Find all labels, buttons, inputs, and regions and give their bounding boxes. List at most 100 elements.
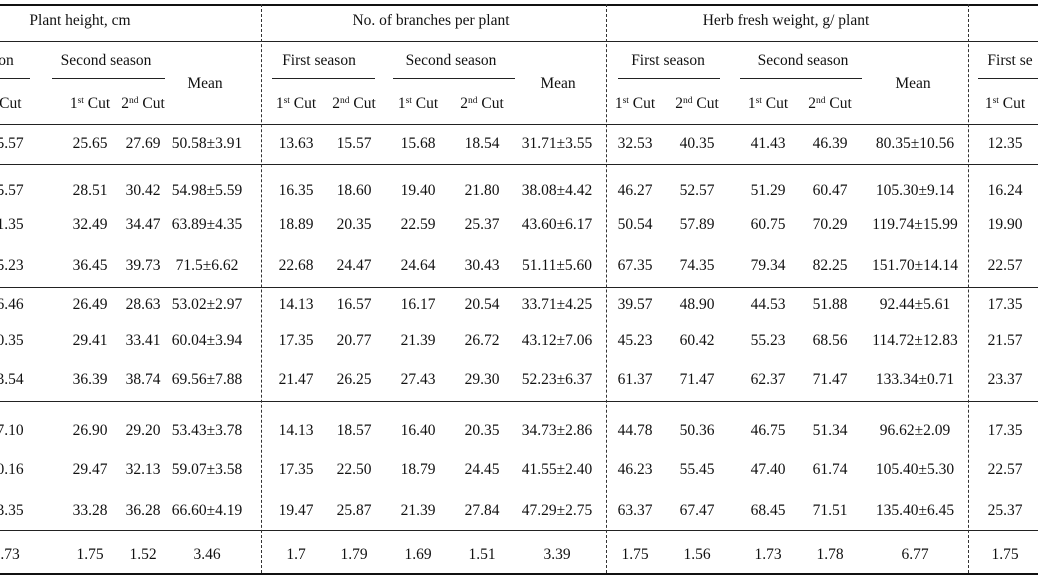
table-cell: 46.23 <box>617 461 653 478</box>
table-cell: 43.60±6.17 <box>521 216 593 233</box>
cut-header: 1st Cut <box>748 95 788 113</box>
table-cell: 25.37 <box>464 216 500 233</box>
table-cell: 135.40±6.45 <box>875 502 955 519</box>
table-cell: 21.47 <box>278 371 314 388</box>
cut-suffix: nd <box>815 96 826 106</box>
table-cell: 1.7 <box>286 546 306 563</box>
table-cell: 15.57 <box>336 135 372 152</box>
table-rule <box>0 78 30 79</box>
cut-word: Cut <box>0 95 22 112</box>
cut-suffix: st <box>405 96 412 106</box>
cut-header: 2nd Cut <box>808 95 852 113</box>
table-cell: 6.77 <box>901 546 929 563</box>
table-cell: 1.75 <box>621 546 649 563</box>
table-cell: 21.39 <box>400 502 436 519</box>
table-cell: 53.43±3.78 <box>171 422 243 439</box>
table-cell: 41.55±2.40 <box>521 461 593 478</box>
table-cell: 29.41 <box>72 332 108 349</box>
table-cell: 16.24 <box>987 182 1023 199</box>
table-cell: 36.28 <box>125 502 161 519</box>
table-cell: 1.56 <box>683 546 711 563</box>
table-cell: 25.65 <box>72 135 108 152</box>
table-cell: 5.57 <box>0 182 24 199</box>
table-cell: 5.23 <box>0 257 24 274</box>
table-cell: 45.23 <box>617 332 653 349</box>
table-cell: 33.41 <box>125 332 161 349</box>
cut-suffix: st <box>622 96 629 106</box>
table-cell: 31.71±3.55 <box>521 135 593 152</box>
table-cell: 63.37 <box>617 502 653 519</box>
table-cell: 1.73 <box>754 546 782 563</box>
table-cell: 19.47 <box>278 502 314 519</box>
cut-suffix: nd <box>682 96 693 106</box>
table-cell: 52.23±6.37 <box>521 371 593 388</box>
table-cell: 70.29 <box>812 216 848 233</box>
table-cell: 20.35 <box>464 422 500 439</box>
cut-header: 1st Cut <box>615 95 655 113</box>
table-cell: 80.35±10.56 <box>875 135 955 152</box>
cut-suffix: nd <box>128 96 139 106</box>
table-cell: 16.35 <box>278 182 314 199</box>
table-cell: 27.43 <box>400 371 436 388</box>
table-cell: 1.51 <box>468 546 496 563</box>
cut-suffix: st <box>77 96 84 106</box>
table-cell: 133.34±0.71 <box>875 371 955 388</box>
table-cell: 18.57 <box>336 422 372 439</box>
cut-word: Cut <box>83 95 111 112</box>
table-cell: 114.72±12.83 <box>872 332 958 349</box>
table-cell: 17.35 <box>278 461 314 478</box>
table-cell: 16.40 <box>400 422 436 439</box>
season-header: First se <box>987 52 1033 69</box>
table-cell: 17.35 <box>987 296 1023 313</box>
table-cell: 71.51 <box>812 502 848 519</box>
table-cell: 21.39 <box>400 332 436 349</box>
cut-ordinal: 2 <box>808 95 816 112</box>
table-cell: 33.28 <box>72 502 108 519</box>
column-separator <box>606 4 607 573</box>
table-cell: 67.35 <box>617 257 653 274</box>
table-cell: 67.47 <box>679 502 715 519</box>
table-cell: 0.16 <box>0 461 24 478</box>
table-cell: 51.11±5.60 <box>522 257 592 274</box>
table-rule <box>0 401 1038 402</box>
table-rule <box>0 530 1038 531</box>
table-cell: 21.57 <box>987 332 1023 349</box>
table-cell: 33.71±4.25 <box>521 296 593 313</box>
cut-word: Cut <box>477 95 504 112</box>
table-cell: 22.57 <box>987 461 1023 478</box>
table-cell: 74.35 <box>679 257 715 274</box>
table-cell: 22.68 <box>278 257 314 274</box>
cut-ordinal: 2 <box>332 95 340 112</box>
table-cell: 29.30 <box>464 371 500 388</box>
table-cell: 25.87 <box>336 502 372 519</box>
table-cell: 151.70±14.14 <box>871 257 959 274</box>
table-cell: 1.52 <box>129 546 157 563</box>
table-cell: 32.49 <box>72 216 108 233</box>
mean-header: Mean <box>187 75 223 92</box>
table-cell: 44.78 <box>617 422 653 439</box>
table-rule <box>0 124 1038 125</box>
cut-word: Cut <box>349 95 376 112</box>
table-cell: 62.37 <box>750 371 786 388</box>
table-cell: 79.34 <box>750 257 786 274</box>
table-cell: 52.57 <box>679 182 715 199</box>
table-cell: 55.45 <box>679 461 715 478</box>
table-cell: 32.13 <box>125 461 161 478</box>
table-cell: 26.90 <box>72 422 108 439</box>
table-cell: 24.47 <box>336 257 372 274</box>
season-header: First season <box>282 52 356 69</box>
table-cell: 1.35 <box>0 216 24 233</box>
cut-ordinal: 1 <box>397 95 406 112</box>
table-rule <box>0 287 1038 288</box>
table-cell: 20.54 <box>464 296 500 313</box>
cut-header: 2nd Cut <box>332 95 376 113</box>
table-cell: 22.50 <box>336 461 372 478</box>
table-cell: 14.13 <box>278 296 314 313</box>
table-cell: 46.75 <box>750 422 786 439</box>
table-cell: 19.90 <box>987 216 1023 233</box>
cut-ordinal: 2 <box>121 95 129 112</box>
mean-header: Mean <box>540 75 576 92</box>
table-cell: 30.43 <box>464 257 500 274</box>
cut-word: Cut <box>761 95 789 112</box>
table-cell: 39.57 <box>617 296 653 313</box>
